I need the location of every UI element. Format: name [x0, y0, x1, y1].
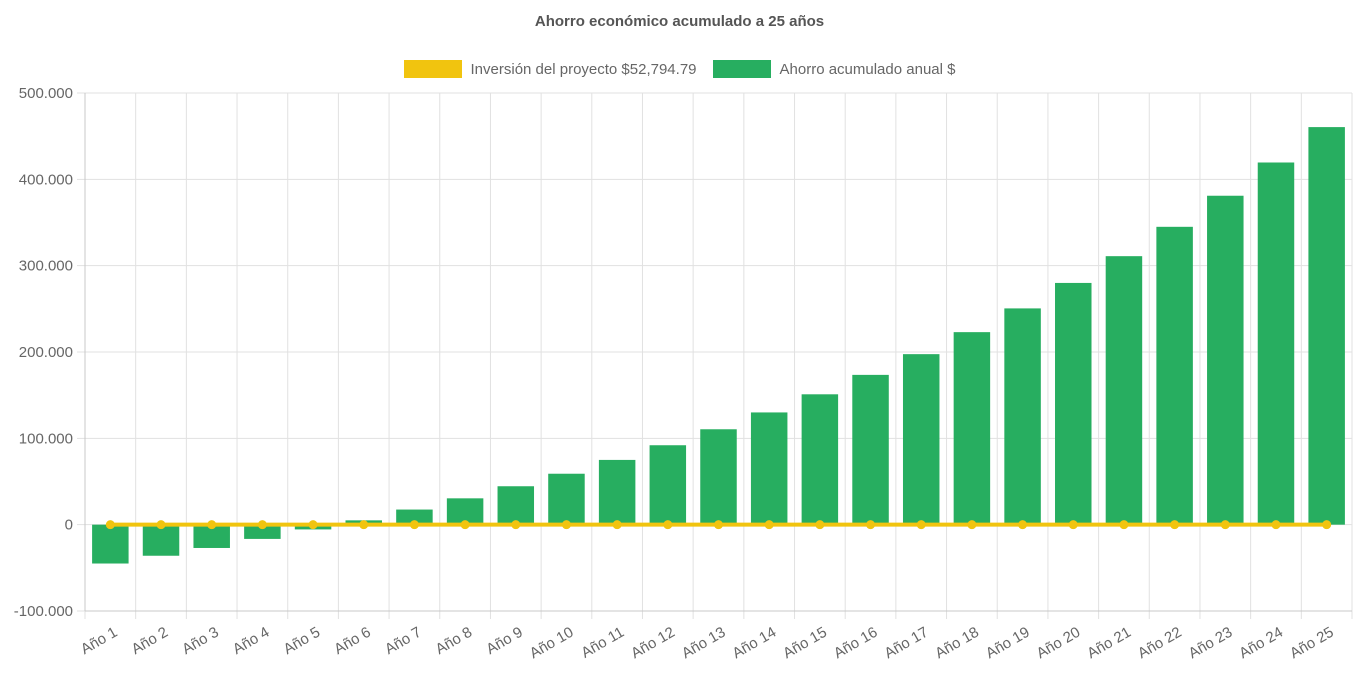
bar — [1156, 226, 1193, 525]
bar — [1207, 195, 1244, 525]
x-tick-label: Año 21 — [1084, 624, 1134, 662]
bar — [1257, 162, 1295, 525]
line-point — [156, 520, 166, 530]
y-tick-label: 200.000 — [19, 344, 73, 361]
x-tick-label: Año 8 — [433, 624, 475, 658]
x-tick-label: Año 7 — [382, 624, 424, 658]
x-tick-label: Año 9 — [483, 624, 525, 658]
bar — [598, 459, 636, 525]
bar — [953, 332, 991, 525]
bar — [1308, 127, 1345, 525]
line-point — [561, 520, 571, 530]
x-tick-label: Año 19 — [983, 624, 1033, 662]
bar — [497, 486, 535, 525]
line-point — [1220, 520, 1230, 530]
line-point — [714, 520, 723, 530]
bar — [1004, 308, 1041, 525]
y-tick-label: 400.000 — [19, 171, 73, 188]
bar — [852, 374, 889, 525]
line-point — [663, 520, 673, 530]
x-tick-label: Año 2 — [129, 624, 171, 658]
line-point — [1271, 520, 1281, 530]
bar — [396, 509, 433, 525]
x-tick-label: Año 5 — [281, 624, 323, 658]
line-point — [815, 520, 825, 530]
x-tick-label: Año 13 — [679, 624, 729, 662]
x-tick-label: Año 3 — [179, 624, 221, 658]
line-point — [207, 520, 217, 530]
x-tick-label: Año 20 — [1034, 624, 1084, 662]
x-tick-label: Año 24 — [1236, 624, 1286, 662]
x-tick-label: Año 10 — [527, 624, 577, 662]
legend-item-investment[interactable]: Inversión del proyecto $52,794.79 — [403, 60, 697, 78]
line-point — [359, 520, 369, 530]
legend: Inversión del proyecto $52,794.79 Ahorro… — [0, 60, 1359, 78]
x-tick-label: Año 14 — [730, 624, 780, 662]
x-tick-label: Año 17 — [882, 624, 932, 662]
bar — [750, 412, 788, 525]
line-point — [612, 520, 622, 530]
line-point — [460, 520, 470, 530]
legend-label-investment: Inversión del proyecto $52,794.79 — [470, 60, 697, 78]
line-point — [916, 520, 926, 530]
x-tick-label: Año 1 — [78, 624, 120, 658]
bar — [548, 473, 585, 525]
legend-swatch-investment — [403, 60, 462, 78]
legend-item-savings[interactable]: Ahorro acumulado anual $ — [712, 60, 956, 78]
line-point — [1068, 520, 1078, 530]
bar — [700, 429, 737, 525]
bar — [1055, 282, 1092, 525]
line-point — [1322, 520, 1332, 530]
bar — [1105, 256, 1143, 525]
line-point — [1018, 520, 1028, 530]
x-tick-label: Año 25 — [1287, 624, 1337, 662]
x-tick-label: Año 22 — [1135, 624, 1185, 662]
x-tick-label: Año 18 — [932, 624, 982, 662]
x-tick-label: Año 6 — [331, 624, 373, 658]
x-tick-label: Año 16 — [831, 624, 881, 662]
x-tick-label: Año 11 — [578, 624, 627, 662]
bar — [193, 524, 230, 548]
line-point — [1119, 520, 1129, 530]
y-tick-label: 0 — [65, 517, 73, 534]
x-tick-label: Año 4 — [230, 624, 272, 658]
x-tick-label: Año 12 — [628, 624, 678, 662]
bar — [801, 394, 839, 525]
bar — [92, 524, 129, 564]
line-point — [764, 520, 774, 530]
line-point — [308, 520, 318, 530]
line-point — [967, 520, 977, 530]
line-point — [511, 520, 521, 530]
y-tick-label: 100.000 — [19, 430, 73, 447]
line-point — [409, 520, 419, 530]
line-point — [105, 520, 115, 530]
x-tick-label: Año 23 — [1186, 624, 1236, 662]
legend-swatch-savings — [712, 60, 771, 78]
chart-title: Ahorro económico acumulado a 25 años — [534, 13, 825, 30]
line-point — [866, 520, 876, 530]
y-tick-label: 500.000 — [19, 85, 73, 102]
bar — [902, 354, 940, 525]
line-point — [1170, 520, 1180, 530]
y-tick-label: -100.000 — [14, 603, 73, 620]
bar — [244, 524, 281, 539]
line-point — [257, 520, 267, 530]
bar — [649, 445, 687, 525]
bar — [142, 524, 180, 556]
y-tick-label: 300.000 — [19, 258, 73, 275]
x-tick-label: Año 15 — [780, 624, 830, 662]
legend-label-savings: Ahorro acumulado anual $ — [779, 60, 956, 78]
